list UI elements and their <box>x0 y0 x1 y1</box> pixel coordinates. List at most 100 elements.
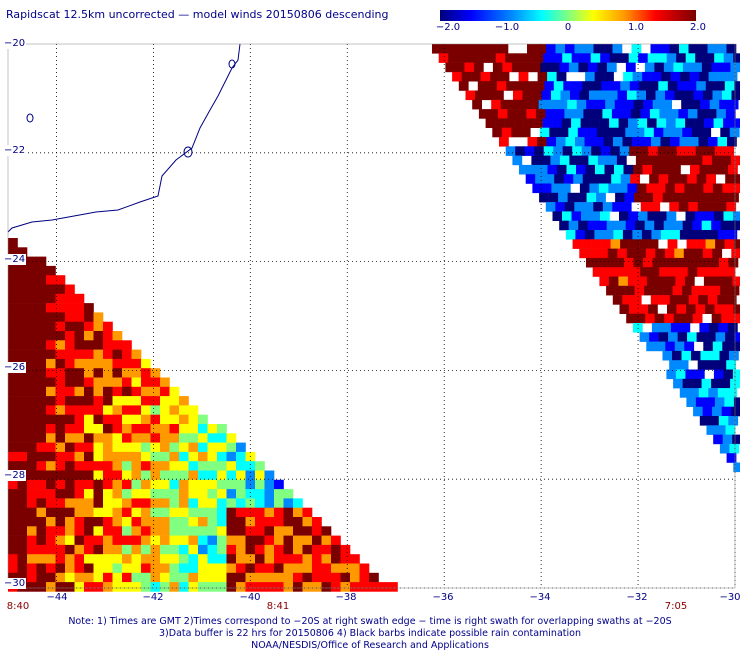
wind-cell <box>607 156 617 166</box>
wind-cell <box>284 573 294 583</box>
wind-cell <box>625 193 635 203</box>
wind-cell <box>18 396 28 406</box>
wind-cell <box>227 582 237 592</box>
wind-cell <box>567 165 577 175</box>
wind-cell <box>84 433 94 443</box>
wind-cell <box>122 517 132 527</box>
wind-cell <box>160 564 170 574</box>
wind-cell <box>198 564 208 574</box>
wind-cell <box>103 498 113 508</box>
wind-cell <box>611 239 621 249</box>
wind-cell <box>284 498 294 508</box>
wind-cell <box>46 396 56 406</box>
wind-cell <box>179 424 189 434</box>
wind-cell <box>217 461 227 471</box>
wind-cell <box>189 424 199 434</box>
wind-cell <box>303 526 313 536</box>
wind-cell <box>227 480 237 490</box>
wind-cell <box>729 100 739 110</box>
wind-cell <box>217 517 227 527</box>
wind-cell <box>27 303 37 313</box>
wind-cell <box>27 498 37 508</box>
wind-cell <box>151 471 161 481</box>
wind-cell <box>690 165 700 175</box>
wind-cell <box>179 471 189 481</box>
wind-cell <box>46 443 56 453</box>
wind-cell <box>274 564 284 574</box>
wind-cell <box>103 331 113 341</box>
lon-label: −30 <box>719 592 740 603</box>
wind-cell <box>103 489 113 499</box>
wind-cell <box>638 53 648 63</box>
wind-cell <box>217 508 227 518</box>
wind-cell <box>651 137 661 147</box>
wind-cell <box>547 72 557 82</box>
wind-cell <box>709 323 719 333</box>
wind-cell <box>56 489 66 499</box>
wind-cell <box>94 312 104 322</box>
wind-cell <box>605 165 615 175</box>
wind-cell <box>653 100 663 110</box>
wind-cell <box>75 312 85 322</box>
wind-cell <box>37 387 47 397</box>
wind-cell <box>113 545 123 555</box>
wind-cell <box>590 118 600 128</box>
wind-cell <box>27 405 37 415</box>
wind-cell <box>189 526 199 536</box>
wind-cell <box>46 405 56 415</box>
wind-cell <box>524 53 534 63</box>
wind-cell <box>132 433 142 443</box>
wind-cell <box>591 211 601 221</box>
wind-cell <box>284 508 294 518</box>
wind-cell <box>698 202 708 212</box>
wind-cell <box>46 461 56 471</box>
wind-cell <box>686 146 696 156</box>
wind-cell <box>527 44 537 54</box>
wind-cell <box>132 461 142 471</box>
wind-cell <box>46 480 56 490</box>
wind-cell <box>65 443 75 453</box>
wind-cell <box>496 53 506 63</box>
wind-cell <box>56 359 66 369</box>
wind-cell <box>350 582 360 592</box>
wind-cell <box>613 230 623 240</box>
wind-cell <box>46 322 56 332</box>
wind-cell <box>179 508 189 518</box>
wind-cell <box>537 137 547 147</box>
wind-cell <box>597 128 607 138</box>
wind-cell <box>236 508 246 518</box>
wind-cell <box>189 480 199 490</box>
wind-cell <box>293 508 303 518</box>
wind-cell <box>227 517 237 527</box>
wind-cell <box>692 128 702 138</box>
wind-cell <box>284 517 294 527</box>
wind-cell <box>170 526 180 536</box>
wind-cell <box>698 295 708 305</box>
wind-cell <box>141 480 151 490</box>
wind-cell <box>662 165 672 175</box>
wind-cell <box>720 444 730 454</box>
wind-cell <box>170 433 180 443</box>
wind-cell <box>671 165 681 175</box>
wind-cell <box>578 221 588 231</box>
wind-cell <box>8 350 18 360</box>
wind-cell <box>669 202 679 212</box>
wind-cell <box>705 304 715 314</box>
wind-cell <box>612 267 622 277</box>
wind-cell <box>75 387 85 397</box>
wind-cell <box>718 388 728 398</box>
wind-cell <box>217 480 227 490</box>
wind-cell <box>75 471 85 481</box>
wind-cell <box>46 508 56 518</box>
wind-cell <box>677 81 687 91</box>
wind-cell <box>189 508 199 518</box>
wind-cell <box>312 554 322 564</box>
wind-cell <box>103 396 113 406</box>
wind-cell <box>631 109 641 119</box>
wind-cell <box>94 452 104 462</box>
wind-cell <box>619 211 629 221</box>
wind-cell <box>160 498 170 508</box>
wind-cell <box>8 387 18 397</box>
wind-cell <box>94 489 104 499</box>
wind-cell <box>18 303 28 313</box>
